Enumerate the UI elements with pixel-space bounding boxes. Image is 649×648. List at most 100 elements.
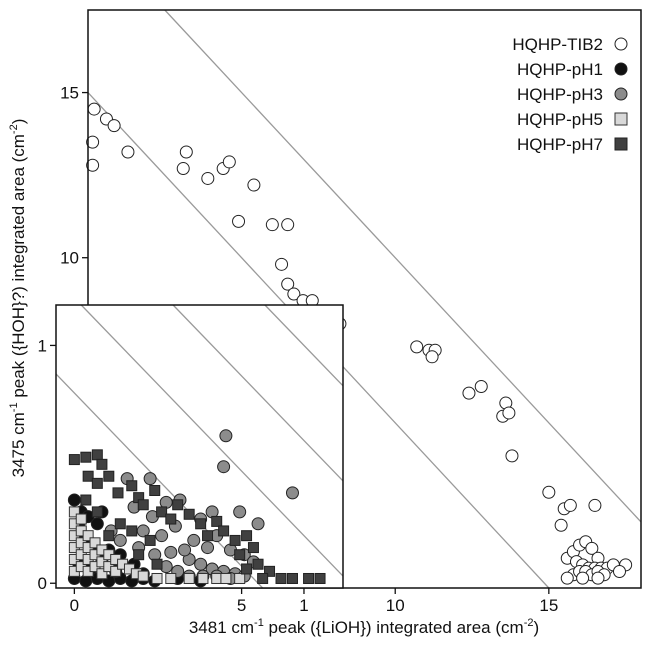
data-point-hqhp-tib2 bbox=[576, 571, 590, 585]
y-tick-label: 15 bbox=[60, 84, 79, 103]
inset-data-point-hqhp-ph3 bbox=[285, 486, 299, 500]
inset-data-point-hqhp-ph3 bbox=[251, 517, 265, 531]
main-guide-line bbox=[164, 9, 642, 523]
legend-label: HQHP-pH1 bbox=[517, 60, 603, 79]
data-point-hqhp-tib2 bbox=[232, 214, 246, 228]
data-point-hqhp-tib2 bbox=[554, 518, 568, 532]
x-tick-label: 10 bbox=[386, 596, 405, 615]
data-point-hqhp-tib2 bbox=[247, 178, 261, 192]
inset-data-point-hqhp-ph7 bbox=[82, 470, 94, 482]
data-point-hqhp-tib2 bbox=[585, 541, 599, 555]
main-data-points bbox=[86, 102, 633, 585]
inset-guide-line bbox=[172, 304, 344, 482]
inset-data-point-hqhp-ph3 bbox=[164, 545, 178, 559]
inset-data-point-hqhp-ph3 bbox=[155, 529, 169, 543]
inset-data-point-hqhp-ph5 bbox=[82, 530, 94, 542]
inset-axis-ticks: 0 1 0 1 bbox=[38, 336, 309, 615]
inset-data-point-hqhp-ph7 bbox=[218, 525, 230, 537]
inset-plot: 0 1 0 1 bbox=[38, 304, 344, 615]
inset-data-point-hqhp-ph7 bbox=[241, 563, 253, 575]
data-point-hqhp-tib2 bbox=[542, 485, 556, 499]
inset-data-point-hqhp-ph7 bbox=[80, 494, 92, 506]
legend-marker bbox=[614, 37, 628, 51]
data-point-hqhp-tib2 bbox=[505, 449, 519, 463]
inset-data-point-hqhp-ph5 bbox=[151, 572, 163, 584]
inset-data-point-hqhp-ph7 bbox=[247, 542, 259, 554]
inset-data-point-hqhp-ph5 bbox=[96, 568, 108, 580]
data-point-hqhp-tib2 bbox=[502, 406, 516, 420]
legend-marker bbox=[614, 137, 628, 151]
inset-data-point-hqhp-ph7 bbox=[68, 454, 80, 466]
legend-label: HQHP-pH5 bbox=[517, 110, 603, 129]
inset-data-point-hqhp-ph3 bbox=[194, 557, 208, 571]
inset-data-point-hqhp-ph3 bbox=[233, 505, 247, 519]
legend: HQHP-TIB2 HQHP-pH1 HQHP-pH3 HQHP-pH5 HQHP-pH… bbox=[512, 35, 628, 154]
inset-data-point-hqhp-ph7 bbox=[183, 508, 195, 520]
inset-data-point-hqhp-ph7 bbox=[137, 499, 149, 511]
inset-data-point-hqhp-ph7 bbox=[80, 451, 92, 463]
inset-data-point-hqhp-ph1 bbox=[67, 493, 81, 507]
inset-data-point-hqhp-ph7 bbox=[103, 470, 115, 482]
inset-data-point-hqhp-ph5 bbox=[234, 572, 246, 584]
x-tick-label: 5 bbox=[237, 596, 246, 615]
y-axis-label: 3475 cm-1 peak ({HOH}?) integrated area … bbox=[8, 119, 28, 478]
inset-y-tick-label: 1 bbox=[38, 336, 47, 355]
inset-data-point-hqhp-ph7 bbox=[257, 572, 269, 584]
inset-data-point-hqhp-ph3 bbox=[219, 429, 233, 443]
inset-data-point-hqhp-ph3 bbox=[217, 460, 231, 474]
data-point-hqhp-tib2 bbox=[265, 218, 279, 232]
inset-data-point-hqhp-ph7 bbox=[275, 572, 287, 584]
data-point-hqhp-tib2 bbox=[474, 380, 488, 394]
inset-y-tick-label: 0 bbox=[38, 574, 47, 593]
main-plot: 5101551015 bbox=[60, 9, 642, 615]
inset-data-point-hqhp-ph7 bbox=[156, 506, 168, 518]
inset-x-tick-label: 0 bbox=[70, 596, 79, 615]
inset-data-point-hqhp-ph7 bbox=[195, 518, 207, 530]
inset-data-point-hqhp-ph7 bbox=[286, 572, 298, 584]
legend-marker bbox=[614, 62, 628, 76]
inset-data-point-hqhp-ph7 bbox=[103, 530, 115, 542]
inset-plot-frame bbox=[55, 304, 344, 589]
inset-data-point-hqhp-ph7 bbox=[165, 513, 177, 525]
x-tick-label: 15 bbox=[539, 596, 558, 615]
inset-data-point-hqhp-ph7 bbox=[211, 515, 223, 527]
inset-data-point-hqhp-ph1 bbox=[90, 517, 104, 531]
inset-data-point-hqhp-ph7 bbox=[133, 549, 145, 561]
data-point-hqhp-tib2 bbox=[410, 340, 424, 354]
inset-data-point-hqhp-ph3 bbox=[178, 543, 192, 557]
data-point-hqhp-tib2 bbox=[275, 257, 289, 271]
data-point-hqhp-tib2 bbox=[176, 162, 190, 176]
inset-data-point-hqhp-ph7 bbox=[126, 480, 138, 492]
inset-data-point-hqhp-ph7 bbox=[96, 458, 108, 470]
data-point-hqhp-tib2 bbox=[86, 135, 100, 149]
legend-label: HQHP-TIB2 bbox=[512, 35, 603, 54]
inset-data-point-hqhp-ph3 bbox=[201, 541, 215, 555]
inset-guide-line bbox=[80, 304, 344, 577]
inset-data-point-hqhp-ph5 bbox=[75, 513, 87, 525]
y-tick-label: 10 bbox=[60, 249, 79, 268]
inset-data-point-hqhp-ph3 bbox=[187, 533, 201, 547]
legend-marker bbox=[614, 112, 628, 126]
data-point-hqhp-tib2 bbox=[563, 498, 577, 512]
data-point-hqhp-tib2 bbox=[86, 158, 100, 172]
inset-data-point-hqhp-ph7 bbox=[234, 549, 246, 561]
inset-data-point-hqhp-ph7 bbox=[151, 558, 163, 570]
data-point-hqhp-tib2 bbox=[560, 571, 574, 585]
inset-data-point-hqhp-ph3 bbox=[113, 533, 127, 547]
inset-data-point-hqhp-ph7 bbox=[126, 525, 138, 537]
inset-data-point-hqhp-ph7 bbox=[114, 518, 126, 530]
inset-data-points bbox=[67, 429, 326, 588]
inset-data-point-hqhp-ph7 bbox=[112, 487, 124, 499]
inset-data-point-hqhp-ph7 bbox=[144, 534, 156, 546]
data-point-hqhp-tib2 bbox=[591, 571, 605, 585]
inset-data-point-hqhp-ph5 bbox=[211, 572, 223, 584]
legend-label: HQHP-pH7 bbox=[517, 135, 603, 154]
legend-marker bbox=[614, 87, 628, 101]
data-point-hqhp-tib2 bbox=[107, 119, 121, 133]
data-point-hqhp-tib2 bbox=[281, 277, 295, 291]
inset-data-point-hqhp-ph7 bbox=[202, 530, 214, 542]
inset-data-point-hqhp-ph5 bbox=[68, 506, 80, 518]
inset-data-point-hqhp-ph7 bbox=[264, 565, 276, 577]
data-point-hqhp-tib2 bbox=[425, 350, 439, 364]
